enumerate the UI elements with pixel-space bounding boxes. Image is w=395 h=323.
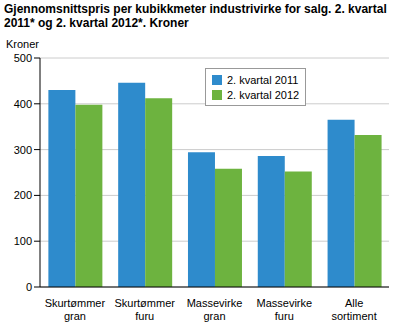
svg-text:200: 200 (14, 189, 32, 201)
svg-text:0: 0 (26, 281, 32, 293)
svg-text:300: 300 (14, 144, 32, 156)
svg-text:Massevirkefuru: Massevirkefuru (256, 297, 312, 322)
svg-text:Skurtømmergran: Skurtømmergran (45, 297, 106, 322)
svg-text:Massevirkegran: Massevirkegran (187, 297, 243, 322)
html-text:2. kvartal 2011: 2. kvartal 2011 (227, 73, 299, 86)
html-text:Kroner: Kroner (6, 38, 39, 50)
svg-text:400: 400 (14, 98, 32, 110)
html-text:Gjennomsnittspris per kubikkme: Gjennomsnittspris per kubikkmeter indust… (4, 2, 387, 30)
html-text:2. kvartal 2012: 2. kvartal 2012 (227, 88, 300, 101)
svg-text:500: 500 (14, 52, 32, 64)
svg-text:Allesortiment: Allesortiment (331, 297, 376, 322)
svg-text:Skurtømmerfuru: Skurtømmerfuru (114, 297, 175, 322)
svg-text:100: 100 (14, 235, 32, 247)
